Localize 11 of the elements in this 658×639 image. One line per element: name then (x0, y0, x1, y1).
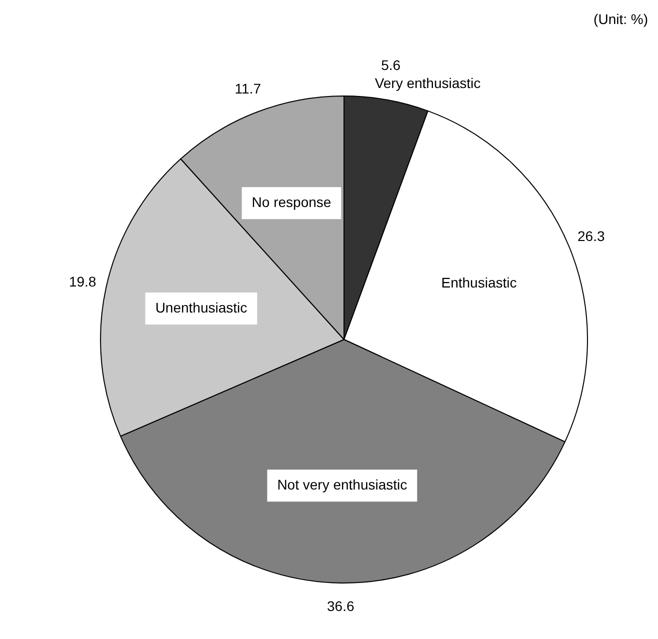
slice-label: Very enthusiastic (374, 74, 481, 91)
data-label: 36.6 (327, 598, 354, 614)
slice-label: Not very enthusiastic (277, 476, 408, 492)
slice-label: No response (252, 194, 332, 210)
text: (Unit: %) (594, 10, 648, 27)
data-label: 5.6 (381, 56, 401, 73)
data-label: 11.7 (234, 80, 262, 97)
slice-label: Enthusiastic (441, 274, 517, 290)
slice-label: Unenthusiastic (155, 299, 248, 316)
data-label: 26.3 (578, 228, 605, 244)
data-label: 19.8 (68, 274, 96, 290)
